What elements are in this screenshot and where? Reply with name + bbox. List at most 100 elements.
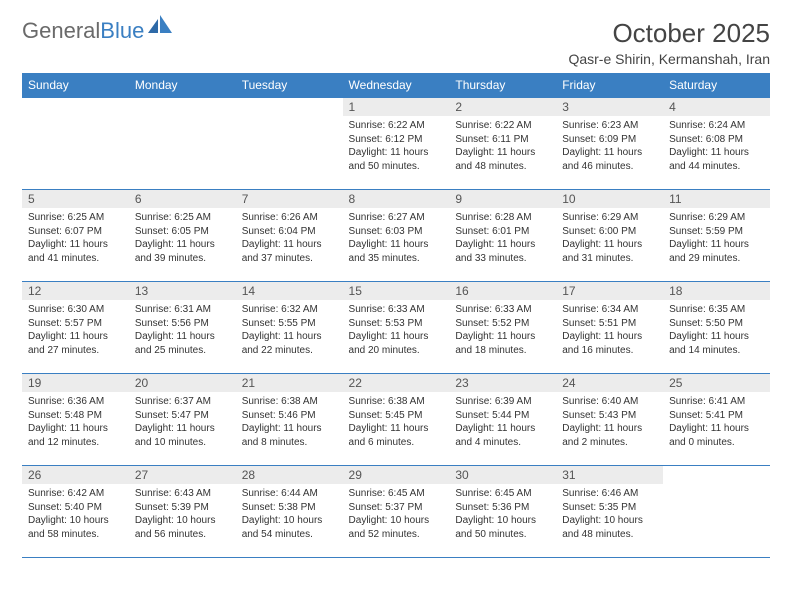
day-number: 12 bbox=[22, 282, 129, 300]
calendar-cell: 14Sunrise: 6:32 AMSunset: 5:55 PMDayligh… bbox=[236, 282, 343, 374]
day-number: 10 bbox=[556, 190, 663, 208]
calendar-row: 19Sunrise: 6:36 AMSunset: 5:48 PMDayligh… bbox=[22, 374, 770, 466]
calendar-cell: 2Sunrise: 6:22 AMSunset: 6:11 PMDaylight… bbox=[449, 98, 556, 190]
day-info: Sunrise: 6:33 AMSunset: 5:53 PMDaylight:… bbox=[343, 300, 450, 361]
day-number: 23 bbox=[449, 374, 556, 392]
weekday-header: Monday bbox=[129, 73, 236, 98]
weekday-header: Sunday bbox=[22, 73, 129, 98]
day-number: 25 bbox=[663, 374, 770, 392]
calendar-row: 1Sunrise: 6:22 AMSunset: 6:12 PMDaylight… bbox=[22, 98, 770, 190]
calendar-cell: 12Sunrise: 6:30 AMSunset: 5:57 PMDayligh… bbox=[22, 282, 129, 374]
day-info: Sunrise: 6:23 AMSunset: 6:09 PMDaylight:… bbox=[556, 116, 663, 177]
calendar-body: 1Sunrise: 6:22 AMSunset: 6:12 PMDaylight… bbox=[22, 98, 770, 558]
day-number: 18 bbox=[663, 282, 770, 300]
calendar-table: SundayMondayTuesdayWednesdayThursdayFrid… bbox=[22, 73, 770, 558]
calendar-cell: 5Sunrise: 6:25 AMSunset: 6:07 PMDaylight… bbox=[22, 190, 129, 282]
day-info: Sunrise: 6:46 AMSunset: 5:35 PMDaylight:… bbox=[556, 484, 663, 545]
calendar-cell: 16Sunrise: 6:33 AMSunset: 5:52 PMDayligh… bbox=[449, 282, 556, 374]
day-info: Sunrise: 6:41 AMSunset: 5:41 PMDaylight:… bbox=[663, 392, 770, 453]
calendar-cell: 31Sunrise: 6:46 AMSunset: 5:35 PMDayligh… bbox=[556, 466, 663, 558]
calendar-cell bbox=[22, 98, 129, 190]
calendar-cell: 17Sunrise: 6:34 AMSunset: 5:51 PMDayligh… bbox=[556, 282, 663, 374]
day-info: Sunrise: 6:31 AMSunset: 5:56 PMDaylight:… bbox=[129, 300, 236, 361]
day-info: Sunrise: 6:34 AMSunset: 5:51 PMDaylight:… bbox=[556, 300, 663, 361]
calendar-cell: 6Sunrise: 6:25 AMSunset: 6:05 PMDaylight… bbox=[129, 190, 236, 282]
day-info: Sunrise: 6:26 AMSunset: 6:04 PMDaylight:… bbox=[236, 208, 343, 269]
calendar-cell bbox=[129, 98, 236, 190]
month-title: October 2025 bbox=[568, 18, 770, 49]
calendar-cell bbox=[236, 98, 343, 190]
day-number: 17 bbox=[556, 282, 663, 300]
calendar-head: SundayMondayTuesdayWednesdayThursdayFrid… bbox=[22, 73, 770, 98]
calendar-cell: 8Sunrise: 6:27 AMSunset: 6:03 PMDaylight… bbox=[343, 190, 450, 282]
day-info: Sunrise: 6:27 AMSunset: 6:03 PMDaylight:… bbox=[343, 208, 450, 269]
calendar-cell: 18Sunrise: 6:35 AMSunset: 5:50 PMDayligh… bbox=[663, 282, 770, 374]
day-number: 14 bbox=[236, 282, 343, 300]
day-number: 15 bbox=[343, 282, 450, 300]
day-number: 20 bbox=[129, 374, 236, 392]
calendar-row: 12Sunrise: 6:30 AMSunset: 5:57 PMDayligh… bbox=[22, 282, 770, 374]
weekday-header: Wednesday bbox=[343, 73, 450, 98]
day-info: Sunrise: 6:38 AMSunset: 5:45 PMDaylight:… bbox=[343, 392, 450, 453]
calendar-cell: 24Sunrise: 6:40 AMSunset: 5:43 PMDayligh… bbox=[556, 374, 663, 466]
weekday-header: Thursday bbox=[449, 73, 556, 98]
calendar-cell: 3Sunrise: 6:23 AMSunset: 6:09 PMDaylight… bbox=[556, 98, 663, 190]
calendar-cell: 15Sunrise: 6:33 AMSunset: 5:53 PMDayligh… bbox=[343, 282, 450, 374]
day-number: 22 bbox=[343, 374, 450, 392]
brand-part2: Blue bbox=[100, 18, 144, 44]
weekday-header: Friday bbox=[556, 73, 663, 98]
day-number: 8 bbox=[343, 190, 450, 208]
calendar-cell: 11Sunrise: 6:29 AMSunset: 5:59 PMDayligh… bbox=[663, 190, 770, 282]
day-number: 21 bbox=[236, 374, 343, 392]
day-info: Sunrise: 6:25 AMSunset: 6:05 PMDaylight:… bbox=[129, 208, 236, 269]
day-info: Sunrise: 6:35 AMSunset: 5:50 PMDaylight:… bbox=[663, 300, 770, 361]
calendar-cell: 25Sunrise: 6:41 AMSunset: 5:41 PMDayligh… bbox=[663, 374, 770, 466]
day-info: Sunrise: 6:22 AMSunset: 6:11 PMDaylight:… bbox=[449, 116, 556, 177]
day-number: 30 bbox=[449, 466, 556, 484]
calendar-row: 26Sunrise: 6:42 AMSunset: 5:40 PMDayligh… bbox=[22, 466, 770, 558]
day-info: Sunrise: 6:33 AMSunset: 5:52 PMDaylight:… bbox=[449, 300, 556, 361]
day-number: 28 bbox=[236, 466, 343, 484]
weekday-header: Saturday bbox=[663, 73, 770, 98]
day-number: 24 bbox=[556, 374, 663, 392]
day-info: Sunrise: 6:45 AMSunset: 5:36 PMDaylight:… bbox=[449, 484, 556, 545]
calendar-cell: 28Sunrise: 6:44 AMSunset: 5:38 PMDayligh… bbox=[236, 466, 343, 558]
calendar-cell: 29Sunrise: 6:45 AMSunset: 5:37 PMDayligh… bbox=[343, 466, 450, 558]
day-number: 16 bbox=[449, 282, 556, 300]
day-info: Sunrise: 6:25 AMSunset: 6:07 PMDaylight:… bbox=[22, 208, 129, 269]
weekday-header: Tuesday bbox=[236, 73, 343, 98]
day-info: Sunrise: 6:36 AMSunset: 5:48 PMDaylight:… bbox=[22, 392, 129, 453]
calendar-cell: 26Sunrise: 6:42 AMSunset: 5:40 PMDayligh… bbox=[22, 466, 129, 558]
title-block: October 2025 Qasr-e Shirin, Kermanshah, … bbox=[568, 18, 770, 67]
day-info: Sunrise: 6:24 AMSunset: 6:08 PMDaylight:… bbox=[663, 116, 770, 177]
day-info: Sunrise: 6:38 AMSunset: 5:46 PMDaylight:… bbox=[236, 392, 343, 453]
day-number: 27 bbox=[129, 466, 236, 484]
calendar-cell bbox=[663, 466, 770, 558]
day-number: 19 bbox=[22, 374, 129, 392]
calendar-cell: 20Sunrise: 6:37 AMSunset: 5:47 PMDayligh… bbox=[129, 374, 236, 466]
calendar-cell: 13Sunrise: 6:31 AMSunset: 5:56 PMDayligh… bbox=[129, 282, 236, 374]
calendar-cell: 19Sunrise: 6:36 AMSunset: 5:48 PMDayligh… bbox=[22, 374, 129, 466]
day-number: 3 bbox=[556, 98, 663, 116]
calendar-cell: 7Sunrise: 6:26 AMSunset: 6:04 PMDaylight… bbox=[236, 190, 343, 282]
day-number: 29 bbox=[343, 466, 450, 484]
day-number: 4 bbox=[663, 98, 770, 116]
brand-logo: GeneralBlue bbox=[22, 18, 174, 44]
day-info: Sunrise: 6:28 AMSunset: 6:01 PMDaylight:… bbox=[449, 208, 556, 269]
calendar-cell: 22Sunrise: 6:38 AMSunset: 5:45 PMDayligh… bbox=[343, 374, 450, 466]
calendar-cell: 23Sunrise: 6:39 AMSunset: 5:44 PMDayligh… bbox=[449, 374, 556, 466]
calendar-cell: 1Sunrise: 6:22 AMSunset: 6:12 PMDaylight… bbox=[343, 98, 450, 190]
sail-icon bbox=[148, 15, 174, 41]
calendar-cell: 21Sunrise: 6:38 AMSunset: 5:46 PMDayligh… bbox=[236, 374, 343, 466]
day-number: 26 bbox=[22, 466, 129, 484]
calendar-cell: 30Sunrise: 6:45 AMSunset: 5:36 PMDayligh… bbox=[449, 466, 556, 558]
day-info: Sunrise: 6:22 AMSunset: 6:12 PMDaylight:… bbox=[343, 116, 450, 177]
calendar-cell: 4Sunrise: 6:24 AMSunset: 6:08 PMDaylight… bbox=[663, 98, 770, 190]
day-number: 1 bbox=[343, 98, 450, 116]
calendar-cell: 9Sunrise: 6:28 AMSunset: 6:01 PMDaylight… bbox=[449, 190, 556, 282]
day-info: Sunrise: 6:32 AMSunset: 5:55 PMDaylight:… bbox=[236, 300, 343, 361]
day-info: Sunrise: 6:45 AMSunset: 5:37 PMDaylight:… bbox=[343, 484, 450, 545]
day-number: 6 bbox=[129, 190, 236, 208]
day-number: 2 bbox=[449, 98, 556, 116]
day-info: Sunrise: 6:30 AMSunset: 5:57 PMDaylight:… bbox=[22, 300, 129, 361]
